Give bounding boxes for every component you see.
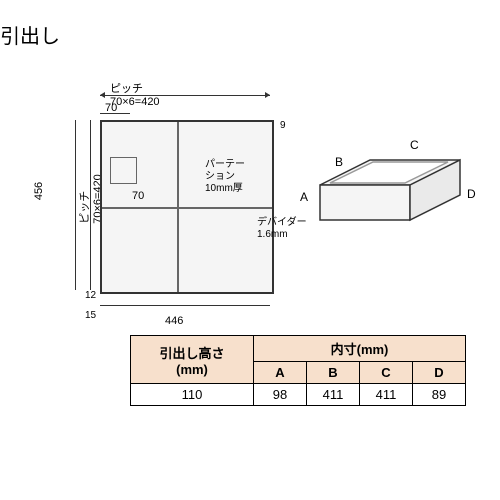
cell-C: 411 — [360, 384, 413, 406]
label-A: A — [300, 190, 308, 204]
cell-D: 89 — [413, 384, 466, 406]
partition-annotation: パーテー ション 10mm厚 — [205, 159, 245, 195]
dim-446: 446 — [165, 315, 183, 327]
dimension-table: 引出し高さ (mm) 内寸(mm) A B C D 110 98 411 411… — [130, 335, 466, 406]
hdr-A: A — [254, 362, 307, 384]
cell-B: 411 — [307, 384, 360, 406]
cell-height: 110 — [131, 384, 254, 406]
drawer-outline: 70 パーテー ション 10mm厚 デバイダー 1.6mm — [100, 120, 274, 294]
hdr-height: 引出し高さ (mm) — [131, 336, 254, 384]
dim-456: 456 — [33, 182, 45, 200]
dim-12: 12 — [85, 290, 96, 301]
hdr-C: C — [360, 362, 413, 384]
dim-15: 15 — [85, 310, 96, 321]
label-B: B — [335, 155, 343, 169]
hdr-D: D — [413, 362, 466, 384]
dim-70-top: 70 — [105, 102, 117, 114]
label-C: C — [410, 138, 419, 152]
page-title: 引出し — [0, 20, 60, 49]
hdr-B: B — [307, 362, 360, 384]
dim-pitch-h: ピッチ70×6=420 — [110, 80, 160, 108]
label-D: D — [467, 187, 476, 201]
dim-9: 9 — [280, 120, 286, 131]
cell-A: 98 — [254, 384, 307, 406]
hdr-inner: 内寸(mm) — [254, 336, 466, 362]
isometric-diagram: A B C D — [300, 135, 480, 250]
dim-70-v: 70 — [132, 190, 144, 202]
